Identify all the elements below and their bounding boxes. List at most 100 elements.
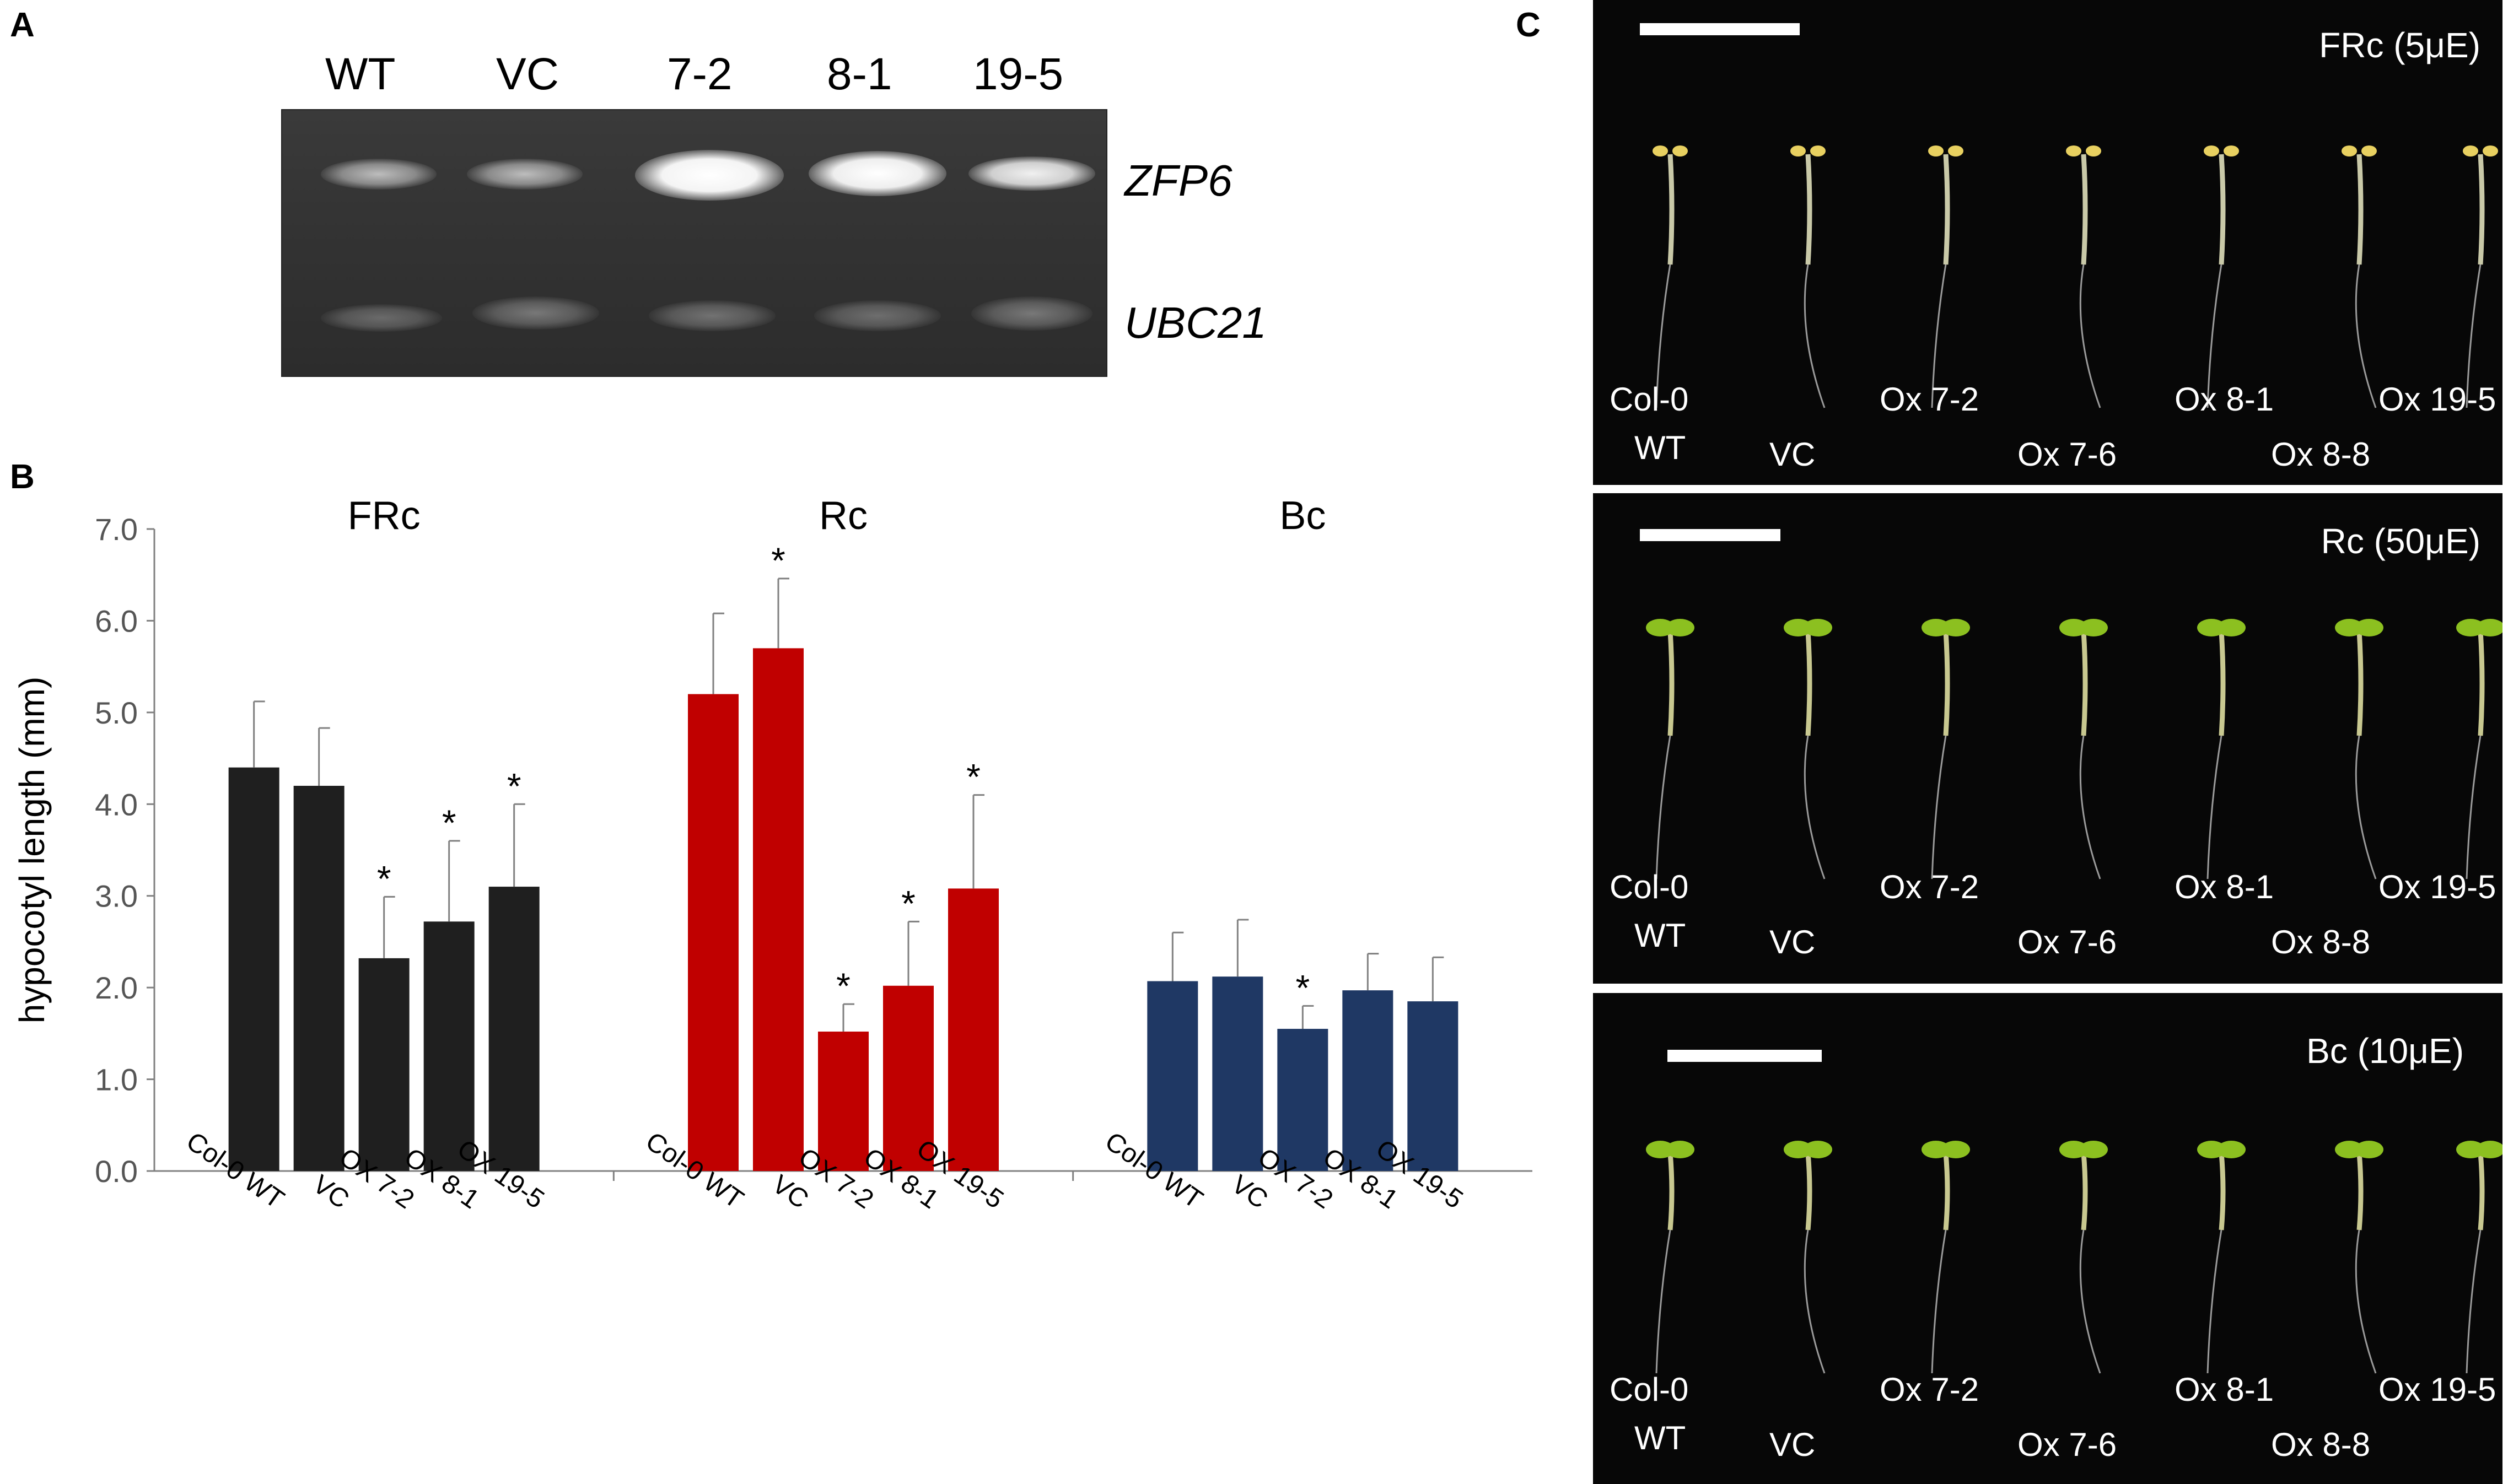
y-axis-label: hypocotyl length (mm) — [12, 677, 52, 1024]
seed-label: Ox 19-5 — [2378, 381, 2496, 418]
significance-marker: * — [836, 965, 851, 1006]
y-tick-label: 1.0 — [95, 1062, 138, 1097]
seed-label: Col-0 — [1610, 381, 1689, 418]
panel-label-c: C — [1516, 6, 1541, 44]
seed-label: Col-0 — [1610, 1371, 1689, 1408]
y-tick-label: 5.0 — [95, 695, 138, 730]
seed-label: Ox 8-1 — [2175, 1371, 2274, 1408]
panel-label-b: B — [10, 458, 35, 496]
seedling — [1646, 619, 1694, 879]
seed-label: Ox 7-2 — [1880, 1371, 1979, 1408]
gel-band — [809, 151, 946, 196]
bar — [1212, 976, 1263, 1171]
seedling — [2342, 145, 2377, 408]
gel-band — [467, 159, 583, 190]
seed-label: Ox 8-8 — [2271, 436, 2371, 473]
seedling — [2456, 619, 2502, 879]
seedling — [1790, 145, 1826, 408]
gel-band — [321, 159, 437, 190]
seed-label: Ox 7-6 — [2017, 1426, 2117, 1463]
seedling — [2335, 1141, 2383, 1374]
photo-title: FRc (5μE) — [2319, 25, 2480, 65]
bar — [753, 648, 804, 1171]
seed-label: Ox 8-8 — [2271, 924, 2371, 960]
bar — [818, 1032, 869, 1171]
significance-marker: * — [442, 802, 456, 843]
seed-label: VC — [1769, 436, 1816, 473]
gel-band — [649, 300, 776, 331]
seedlings-layer — [1646, 619, 2502, 879]
seedling — [1928, 145, 1963, 408]
y-tick-label: 4.0 — [95, 787, 138, 822]
gel-band — [814, 300, 941, 331]
seed-label: Col-0 — [1610, 868, 1689, 905]
significance-marker: * — [771, 540, 785, 581]
bar — [293, 786, 345, 1171]
significance-marker: * — [507, 765, 521, 806]
bar — [1147, 981, 1198, 1171]
seed-label: Ox 8-8 — [2271, 1426, 2371, 1463]
x-tick-label: VC — [1226, 1169, 1273, 1215]
scale-bar — [1640, 23, 1800, 35]
group-title: Bc — [1279, 494, 1326, 538]
seed-label: WT — [1634, 1420, 1686, 1456]
gel-band — [321, 304, 442, 332]
scale-bar — [1640, 529, 1780, 541]
group-title: FRc — [348, 494, 421, 538]
bar — [423, 921, 475, 1171]
y-tick-label: 2.0 — [95, 970, 138, 1005]
seed-label: WT — [1634, 917, 1686, 954]
seedlings-layer — [1646, 1141, 2502, 1374]
significance-marker: * — [966, 757, 981, 797]
seed-label: Ox 7-2 — [1880, 868, 1979, 905]
x-tick-label: VC — [767, 1169, 814, 1215]
gel-image — [281, 109, 1107, 377]
bar — [688, 694, 739, 1171]
gel-lane-label: 7-2 — [667, 49, 733, 99]
gel-band — [472, 296, 599, 330]
seedling-photo-frc: FRc (5μE) Col-0 Ox 7-2 Ox 8-1 Ox 19-5 WT… — [1593, 0, 2502, 485]
bar — [883, 985, 934, 1171]
photo-title: Rc (50μE) — [2321, 521, 2480, 561]
seedlings-layer — [1653, 145, 2498, 408]
panel-label-a: A — [10, 6, 35, 44]
seedling — [2059, 619, 2108, 879]
gel-band — [971, 296, 1092, 331]
seed-label: Ox 7-6 — [2017, 436, 2117, 473]
bar — [1407, 1001, 1458, 1171]
seedling — [2066, 145, 2101, 408]
bar — [948, 888, 999, 1171]
seed-label: Ox 7-2 — [1880, 381, 1979, 418]
seedling — [1922, 619, 1970, 879]
seedling — [1653, 145, 1688, 408]
y-tick-label: 7.0 — [95, 512, 138, 547]
seedling — [2197, 1141, 2246, 1374]
bar — [228, 767, 279, 1171]
gene-label-ubc21: UBC21 — [1124, 298, 1267, 347]
seedling-photo-bc: Bc (10μE) Col-0 Ox 7-2 Ox 8-1 Ox 19-5 WT… — [1593, 993, 2502, 1484]
bar-chart: 0.0 1.0 2.0 3.0 4.0 5.0 6.0 7.0 hypocotyl length… — [12, 494, 1532, 1215]
y-tick-label: 3.0 — [95, 879, 138, 914]
seed-label: Ox 7-6 — [2017, 924, 2117, 960]
x-tick-label: VC — [308, 1169, 354, 1215]
seedling — [1922, 1141, 1970, 1374]
seed-label: WT — [1634, 429, 1686, 466]
gene-label-zfp6: ZFP6 — [1124, 156, 1233, 205]
bar — [1342, 990, 1393, 1171]
seed-label: Ox 8-1 — [2175, 868, 2274, 905]
bar — [1277, 1029, 1328, 1171]
photo-title: Bc (10μE) — [2306, 1031, 2464, 1071]
gel-lane-label: 8-1 — [827, 49, 892, 99]
seedling — [2463, 145, 2498, 408]
gel-band — [968, 157, 1095, 191]
panel-c-photos: C FRc (5μE) Col-0 Ox 7-2 Ox 8-1 Ox 19-5 … — [1516, 0, 2508, 1484]
seed-label: Ox 19-5 — [2378, 868, 2496, 905]
gel-lane-label: 19-5 — [973, 49, 1064, 99]
panel-b-bar-chart: B 0.0 1.0 2.0 3.0 4.0 5.0 6.0 7.0 hypocotyl leng… — [0, 457, 1543, 1449]
gel-lane-label: VC — [496, 49, 559, 99]
bar — [488, 887, 540, 1171]
seed-label: VC — [1769, 924, 1816, 960]
seedling — [2059, 1141, 2108, 1374]
seedling — [1784, 1141, 1832, 1374]
significance-marker: * — [377, 858, 391, 899]
